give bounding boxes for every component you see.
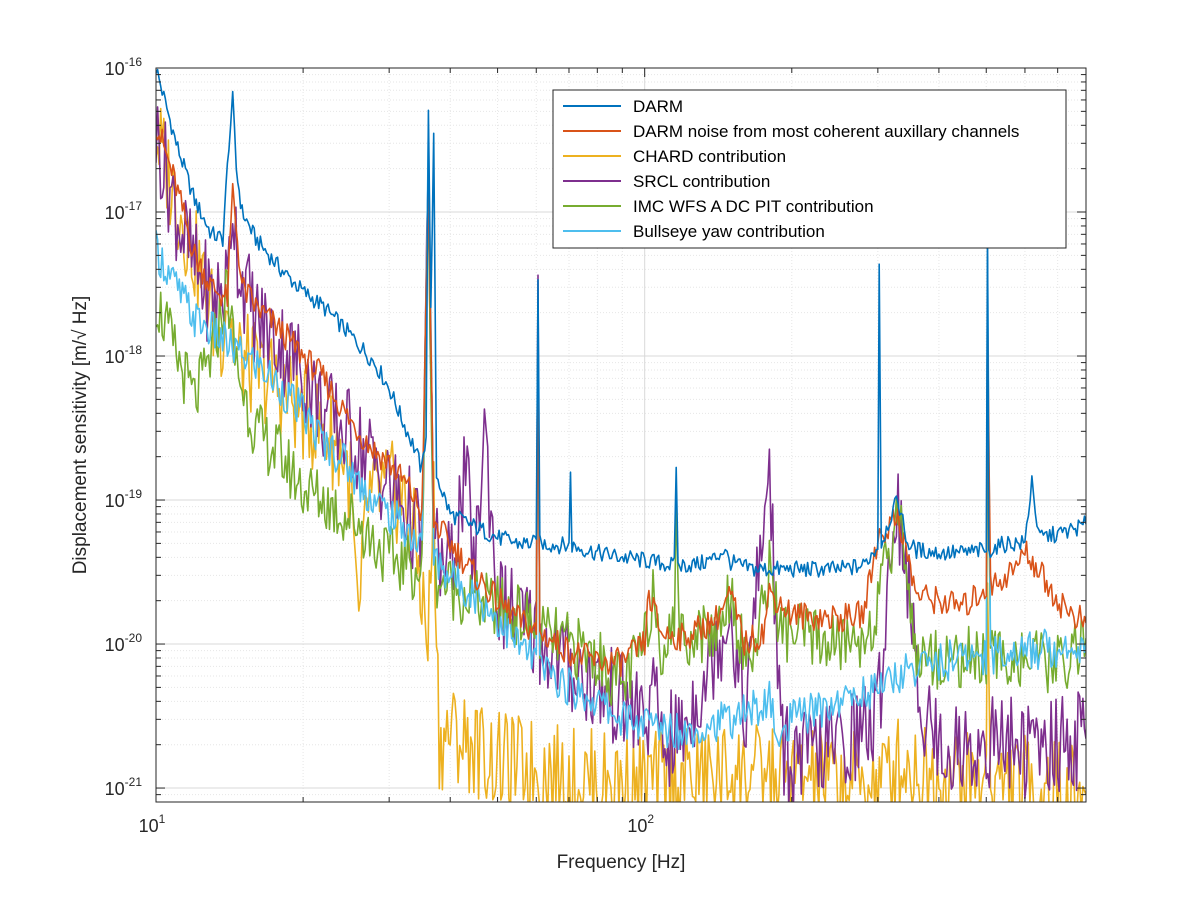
y-tick-exponent: -17 (125, 199, 143, 213)
y-axis-title: Displacement sensitivity [m/√ Hz] (70, 296, 91, 575)
legend-entry: SRCL contribution (633, 172, 770, 191)
x-tick-label: 101 (139, 812, 166, 836)
legend: DARM DARM noise from most coherent auxill… (552, 89, 1067, 249)
y-tick-base: 10 (105, 203, 125, 223)
y-tick-exponent: -20 (125, 631, 143, 645)
legend-box (552, 89, 1067, 249)
y-tick-exponent: -16 (125, 55, 143, 69)
x-tick-exponent: 1 (159, 812, 166, 826)
y-tick-base: 10 (105, 779, 125, 799)
y-tick-base: 10 (105, 635, 125, 655)
x-axis-title: Frequency [Hz] (557, 852, 686, 873)
series-line-5 (156, 128, 1086, 751)
y-tick-exponent: -21 (125, 775, 143, 789)
x-tick-exponent: 2 (647, 812, 654, 826)
y-tick-exponent: -19 (125, 487, 143, 501)
legend-entry: DARM (633, 97, 683, 116)
legend-entry: CHARD contribution (633, 147, 786, 166)
series-line-0 (156, 68, 1086, 578)
legend-entry: Bullseye yaw contribution (633, 222, 825, 241)
legend-entry: IMC WFS A DC PIT contribution (633, 197, 874, 216)
y-tick-base: 10 (105, 59, 125, 79)
series-layer (156, 68, 1086, 802)
series-line-1 (156, 128, 1086, 678)
y-tick-base: 10 (105, 347, 125, 367)
y-tick-base: 10 (105, 491, 125, 511)
tick-marks (155, 67, 1087, 803)
y-tick-label: 10-21 (105, 775, 143, 799)
series-line-2 (156, 107, 1086, 802)
axes-frame (155, 67, 1087, 803)
y-tick-exponent: -18 (125, 343, 143, 357)
y-tick-label: 10-16 (105, 55, 143, 79)
y-tick-label: 10-20 (105, 631, 143, 655)
y-tick-label: 10-17 (105, 199, 143, 223)
y-tick-label: 10-18 (105, 343, 143, 367)
legend-entry: DARM noise from most coherent auxillary … (633, 122, 1019, 141)
y-tick-label: 10-19 (105, 487, 143, 511)
